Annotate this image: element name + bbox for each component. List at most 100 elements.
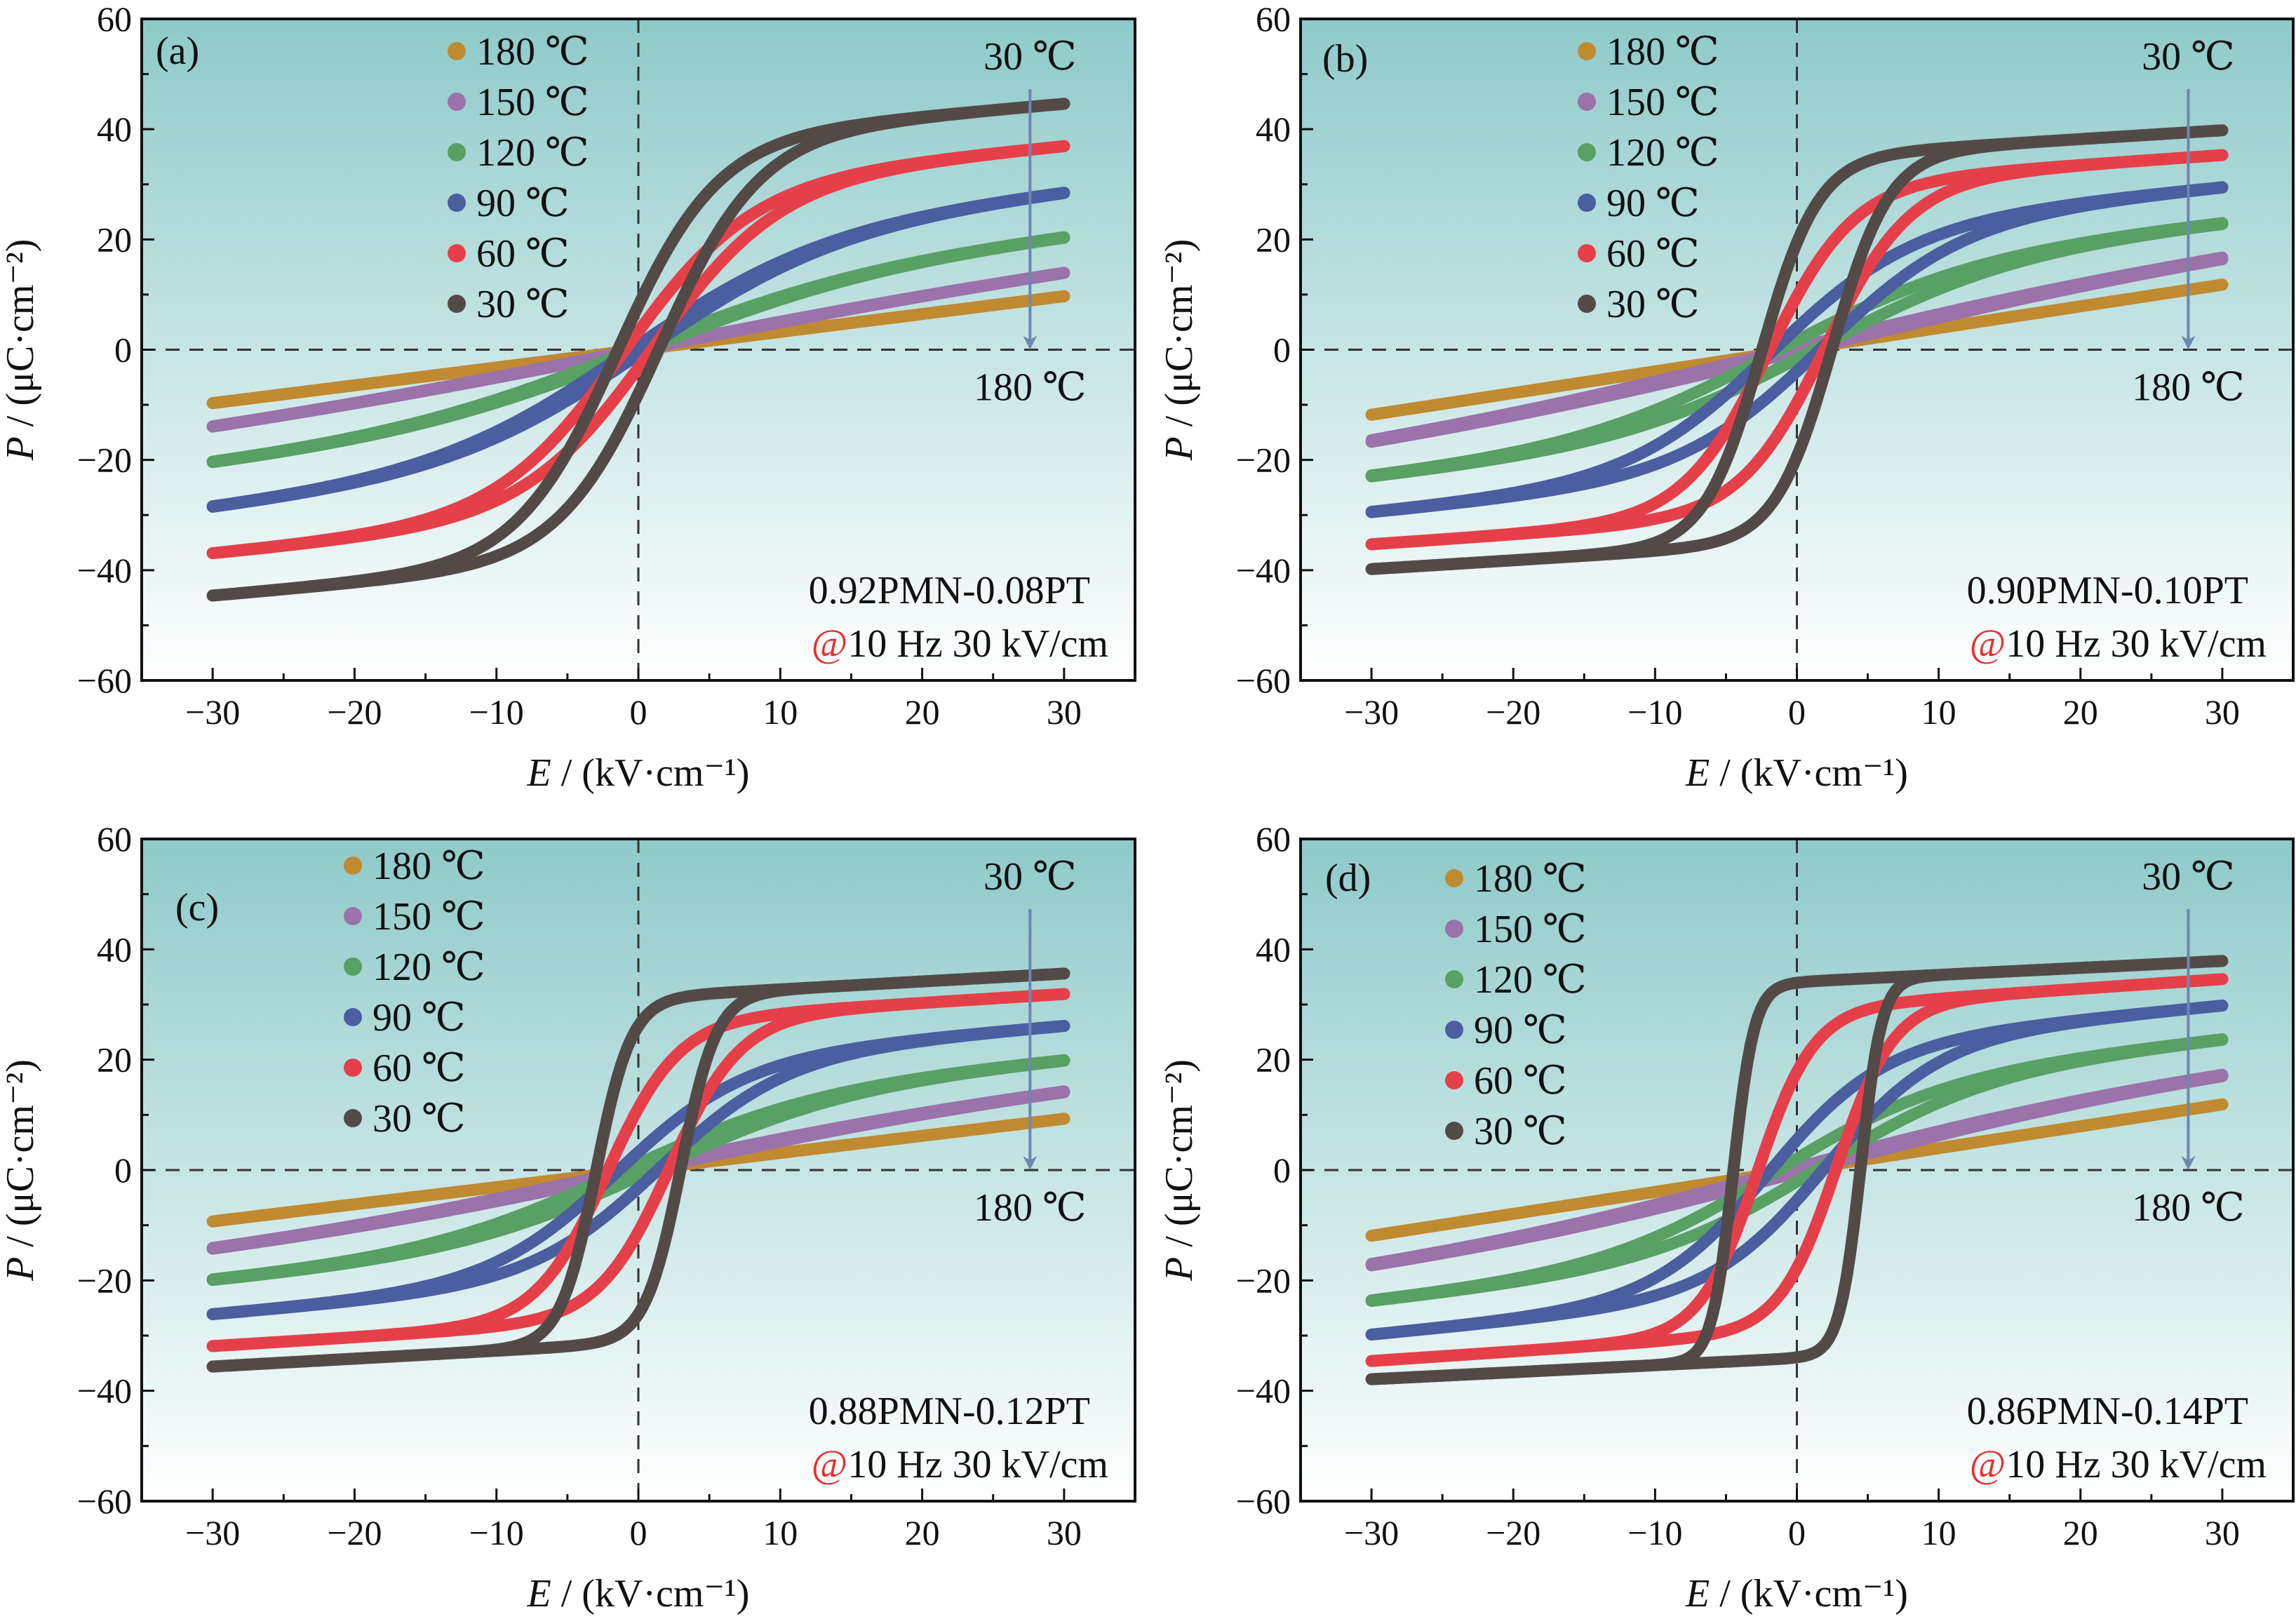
legend-marker <box>344 907 362 925</box>
x-axis-var: E <box>527 751 551 795</box>
legend-marker <box>448 244 466 262</box>
y-axis-label: P / (μC·cm⁻²) <box>1157 239 1201 462</box>
lower-branch <box>1365 124 2229 575</box>
y-tick-label: 20 <box>1256 1040 1291 1080</box>
y-axis-var: P <box>1157 1257 1201 1282</box>
lower-branch <box>206 187 1070 513</box>
legend-marker <box>1445 920 1463 938</box>
lower-branch <box>1365 253 2229 448</box>
y-tick-label: −20 <box>1236 441 1291 480</box>
y-tick-label: −60 <box>1236 1482 1291 1521</box>
legend-label: 180 ℃ <box>1606 30 1719 74</box>
y-axis-label: P / (μC·cm⁻²) <box>0 1059 42 1282</box>
lower-branch <box>1365 1033 2229 1307</box>
panel-b: 180 ℃ 150 ℃ 120 ℃ 90 ℃ 60 ℃ 30 ℃ −30 −20 −10 0 10 2… <box>1157 0 2295 795</box>
x-tick-label: 30 <box>1047 692 1082 732</box>
series-120c <box>206 1054 1070 1287</box>
x-tick-label: 0 <box>630 692 647 732</box>
legend-marker <box>1578 244 1596 262</box>
y-tick-label: −60 <box>1236 661 1291 700</box>
y-tick-label: 60 <box>97 819 132 859</box>
series-90c <box>1365 181 2229 518</box>
legend-label: 180 ℃ <box>476 30 589 74</box>
composition-label: 0.88PMN-0.12PT <box>809 1390 1090 1433</box>
legend-label: 30 ℃ <box>1474 1110 1567 1153</box>
y-axis-unit: / (μC·cm⁻²) <box>0 239 42 437</box>
legend-marker <box>1445 869 1463 887</box>
legend-marker <box>344 1109 362 1127</box>
series-60c <box>1365 973 2229 1367</box>
arrow-bottom-label: 180 ℃ <box>2132 366 2245 410</box>
series-90c <box>206 1019 1070 1321</box>
legend-label: 120 ℃ <box>372 946 485 989</box>
legend-label: 90 ℃ <box>476 182 570 225</box>
x-tick-label: −30 <box>1344 1513 1399 1552</box>
legend-label: 180 ℃ <box>372 845 485 888</box>
legend-label: 90 ℃ <box>1474 1009 1567 1052</box>
legend-label: 60 ℃ <box>1474 1059 1567 1103</box>
legend-marker <box>344 856 362 875</box>
legend-marker <box>448 93 466 111</box>
condition-label: @10 Hz 30 kV/cm <box>1970 1443 2267 1486</box>
x-tick-label: −10 <box>1627 1513 1682 1552</box>
condition-label: @10 Hz 30 kV/cm <box>812 622 1108 666</box>
lower-branch <box>206 1054 1070 1287</box>
x-axis-unit: / (kV·cm⁻¹) <box>1710 751 1908 795</box>
x-tick-label: 10 <box>1921 692 1956 732</box>
series-30c <box>1365 955 2229 1385</box>
lower-branch <box>206 967 1070 1373</box>
x-tick-label: 10 <box>1921 1513 1956 1552</box>
composition-label: 0.86PMN-0.14PT <box>1967 1390 2248 1433</box>
y-tick-label: 40 <box>1256 109 1291 149</box>
legend-marker <box>344 958 362 976</box>
x-tick-label: 30 <box>2205 692 2240 732</box>
lower-branch <box>206 1020 1070 1321</box>
legend-label: 30 ℃ <box>372 1097 466 1141</box>
legend-marker <box>1578 42 1596 60</box>
legend-marker <box>448 194 466 212</box>
arrow-bottom-label: 180 ℃ <box>974 1186 1087 1230</box>
y-tick-label: 20 <box>97 220 132 259</box>
y-tick-label: −40 <box>1236 551 1291 590</box>
series-30c <box>206 98 1070 602</box>
y-tick-label: −20 <box>77 1261 132 1300</box>
panel-c: 180 ℃ 150 ℃ 120 ℃ 90 ℃ 60 ℃ 30 ℃ −30 −20 −10 0 10 2… <box>0 819 1136 1615</box>
x-tick-label: 20 <box>2063 1513 2098 1552</box>
legend-label: 90 ℃ <box>1606 182 1700 225</box>
x-tick-label: −10 <box>469 1513 524 1552</box>
y-axis-var: P <box>0 1257 42 1282</box>
x-tick-label: 20 <box>905 692 940 732</box>
y-tick-label: −40 <box>1236 1371 1291 1411</box>
at-sign: @ <box>1970 1443 2006 1486</box>
legend-marker <box>344 1008 362 1026</box>
condition-text: 10 Hz 30 kV/cm <box>2006 1443 2267 1486</box>
x-tick-label: 0 <box>1788 692 1806 732</box>
legend-marker <box>448 42 466 60</box>
series-90c <box>206 187 1070 513</box>
x-axis-unit: / (kV·cm⁻¹) <box>551 1572 750 1615</box>
x-tick-label: 20 <box>905 1513 940 1552</box>
arrow-bottom-label: 180 ℃ <box>974 366 1087 410</box>
y-tick-label: −40 <box>77 1371 132 1411</box>
legend-label: 90 ℃ <box>372 996 466 1040</box>
y-tick-label: 0 <box>114 1150 132 1190</box>
x-axis-label: E / (kV·cm⁻¹) <box>1685 1572 1908 1615</box>
condition-label: @10 Hz 30 kV/cm <box>812 1443 1108 1486</box>
legend-label: 60 ℃ <box>372 1047 466 1090</box>
at-sign: @ <box>1970 622 2006 666</box>
legend-marker <box>1445 970 1463 988</box>
at-sign: @ <box>812 1443 848 1486</box>
composition-label: 0.92PMN-0.08PT <box>809 569 1090 612</box>
y-axis-label: P / (μC·cm⁻²) <box>1157 1059 1201 1282</box>
y-tick-label: 60 <box>1256 819 1291 859</box>
legend-label: 150 ℃ <box>1474 908 1587 951</box>
panel-label: (a) <box>156 29 199 73</box>
x-axis-unit: / (kV·cm⁻¹) <box>1710 1572 1908 1615</box>
x-tick-label: 30 <box>2205 1513 2240 1552</box>
panel-label: (c) <box>175 886 219 929</box>
y-axis-unit: / (μC·cm⁻²) <box>1157 239 1201 437</box>
x-axis-label: E / (kV·cm⁻¹) <box>527 751 750 795</box>
legend-marker <box>1445 1071 1463 1089</box>
lower-branch <box>1365 973 2229 1367</box>
